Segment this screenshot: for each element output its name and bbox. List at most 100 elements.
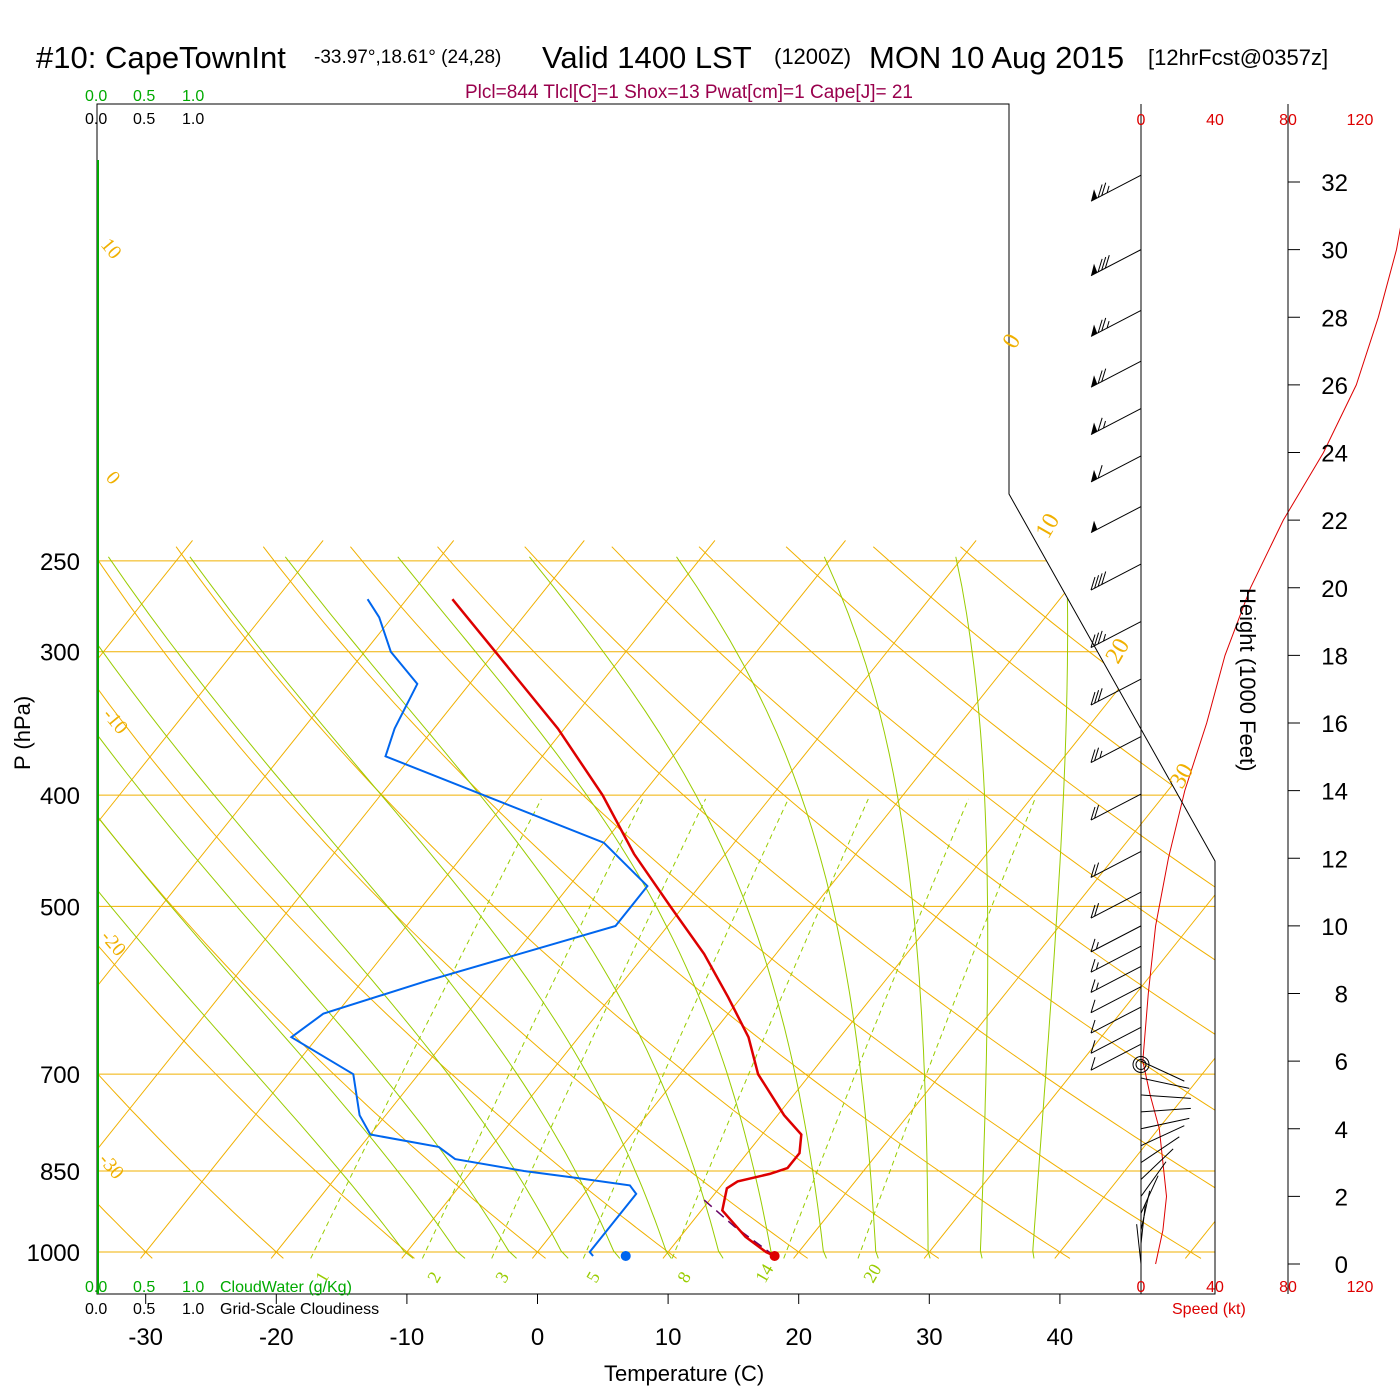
barb-feather — [1097, 630, 1103, 644]
low-level-wind-line — [1140, 1117, 1190, 1130]
dry-adiabat-line — [872, 546, 1215, 1259]
mixing-ratio-label: 2 — [423, 1268, 445, 1286]
barb-feather — [1090, 999, 1096, 1013]
cloudiness-label: Grid-Scale Cloudiness — [220, 1301, 379, 1318]
cloudwater-tick-0: 0.0 — [85, 1279, 107, 1296]
parcel-path-line — [703, 1198, 776, 1257]
isotherm-line — [531, 540, 1108, 1259]
dry-adiabat-label: 10 — [96, 234, 126, 263]
barb-feather — [1094, 747, 1100, 761]
speed-tick-top-1: 40 — [1206, 112, 1224, 129]
dry-adiabat-line — [175, 546, 940, 1259]
low-level-wind-line — [1140, 1161, 1167, 1197]
pressure-tick-label: 850 — [40, 1159, 80, 1186]
moist-adiabat-line — [529, 556, 827, 1259]
dry-adiabat-line — [785, 546, 1215, 1259]
speed-tick-top-0: 0 — [1137, 112, 1146, 129]
moist-adiabat-line — [189, 556, 672, 1259]
cloudiness-tick-1: 0.5 — [133, 1301, 155, 1318]
height-tick-label: 12 — [1321, 846, 1348, 873]
barb-staff — [1090, 1006, 1142, 1034]
temperature-tick-label: 20 — [785, 1324, 812, 1351]
wind-barb — [1090, 925, 1142, 953]
speed-axis: 0 40 80 120 0 40 80 120 Speed (kt) — [1137, 112, 1374, 1318]
mixing-ratio-line — [310, 798, 542, 1259]
temperature-axis-title: Temperature (C) — [604, 1361, 764, 1386]
height-tick-label: 6 — [1335, 1049, 1348, 1076]
moist-adiabat-line — [397, 556, 776, 1259]
valid-date: MON 10 Aug 2015 — [869, 40, 1124, 75]
temperature-tick-label: 10 — [655, 1324, 682, 1351]
wind-barb — [1090, 986, 1142, 1014]
wind-barb — [1090, 966, 1142, 993]
barb-pennant — [1091, 469, 1098, 482]
low-level-wind-line — [1140, 1175, 1159, 1214]
wind-barb — [1090, 793, 1142, 821]
cloudwater-tick-1: 0.5 — [133, 1279, 155, 1296]
moist-adiabat-line — [97, 556, 414, 1259]
barb-feather — [1097, 465, 1103, 479]
height-tick-label: 22 — [1321, 508, 1348, 535]
forecast-info: [12hrFcst@0357z] — [1148, 45, 1328, 70]
isotherm-line — [793, 540, 1215, 1259]
height-tick-label: 16 — [1321, 711, 1348, 738]
barb-pennant — [1091, 324, 1098, 337]
wind-barb — [1090, 310, 1142, 337]
barb-feather — [1094, 632, 1100, 646]
mixing-ratio-label: 20 — [859, 1260, 885, 1286]
barb-pennant — [1091, 189, 1098, 202]
wind-barb — [1090, 678, 1142, 706]
barb-half-feather — [1095, 941, 1099, 950]
temperature-profile-line — [451, 598, 803, 1258]
mixing-ratio-line — [671, 798, 869, 1259]
wind-barb — [1090, 851, 1142, 878]
height-tick-label: 14 — [1321, 779, 1348, 806]
barb-pennant — [1091, 263, 1098, 276]
pressure-tick-label: 700 — [40, 1062, 80, 1089]
cloudwater-tick-top-1: 0.5 — [133, 88, 155, 105]
cloudiness-tick-top-0: 0.0 — [85, 111, 107, 128]
dry-adiabat-label: -10 — [98, 704, 132, 739]
barb-feather — [1090, 938, 1096, 953]
height-axis-title: Height (1000 Feet) — [1235, 588, 1260, 771]
pressure-tick-label: 500 — [40, 894, 80, 921]
surface-temperature-marker — [769, 1250, 780, 1261]
wind-barb — [1090, 563, 1142, 591]
mixing-ratio-line — [582, 798, 789, 1259]
barb-feather — [1094, 690, 1100, 704]
wind-barb — [1090, 174, 1142, 202]
barb-half-feather — [1106, 185, 1110, 194]
moist-adiabat-line — [823, 556, 931, 1259]
barb-feather — [1101, 571, 1107, 585]
barb-feather — [1090, 864, 1096, 878]
barb-staff — [1090, 793, 1142, 821]
temperature-tick-label: 40 — [1047, 1324, 1074, 1351]
barb-staff — [1090, 1043, 1142, 1071]
dry-adiabat-line — [262, 546, 1071, 1259]
dry-adiabat-label: -20 — [96, 926, 130, 961]
dry-adiabat-line — [0, 547, 21, 1259]
isotherm-line — [140, 540, 716, 1259]
barb-feather — [1097, 417, 1103, 431]
barb-feather — [1090, 634, 1096, 648]
low-level-wind-line — [1140, 1107, 1191, 1113]
dry-adiabat-line — [437, 546, 1215, 1259]
utc-time: (1200Z) — [774, 44, 851, 69]
stability-indices: Plcl=844 Tlcl[C]=1 Shox=13 Pwat[cm]=1 Ca… — [465, 82, 913, 103]
barb-feather — [1094, 903, 1100, 917]
barb-half-feather — [1103, 420, 1106, 429]
isotherm-line — [1054, 540, 1215, 1259]
dry-adiabat-line — [97, 546, 415, 1259]
barb-feather — [1094, 805, 1100, 819]
low-level-wind-line — [1140, 1136, 1180, 1163]
barb-feather — [1094, 862, 1100, 876]
barb-staff — [1090, 563, 1142, 591]
barb-staff — [1090, 174, 1142, 202]
isotherm-label: 10 — [1031, 509, 1066, 543]
moist-adiabat-line — [97, 556, 569, 1259]
isotherm-line — [923, 540, 1215, 1259]
low-level-wind-line — [1140, 1077, 1190, 1089]
mixing-ratio-label: 3 — [491, 1268, 513, 1286]
dry-adiabat-label: -30 — [94, 1149, 128, 1184]
